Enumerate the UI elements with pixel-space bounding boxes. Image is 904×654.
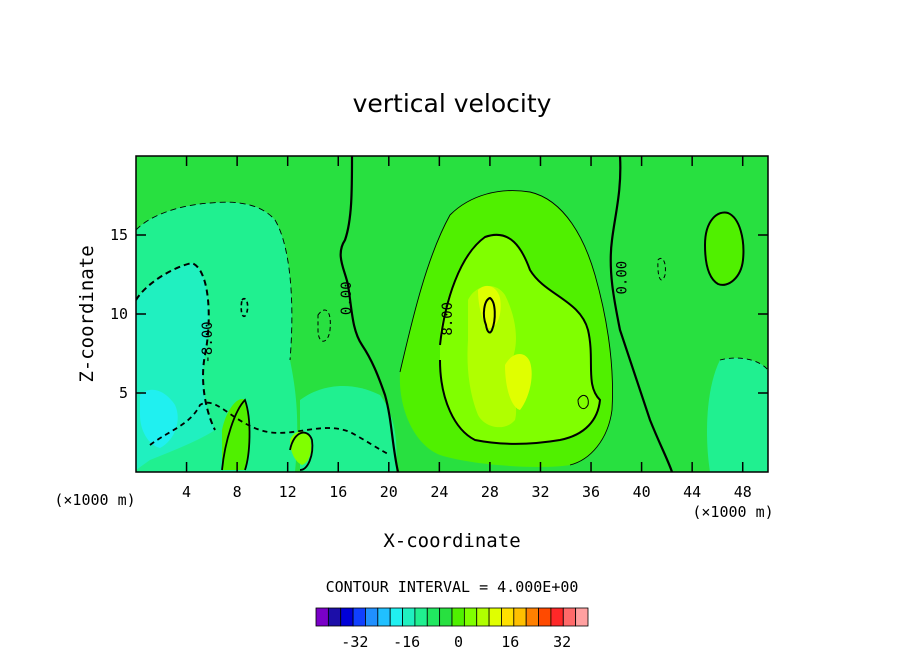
contour-region-pos4-right <box>705 212 744 285</box>
contour-labels: -8.00 0.00 8.00 0.00 <box>200 261 631 364</box>
x-tick-label: 36 <box>582 483 600 501</box>
x-tick-label: 40 <box>633 483 651 501</box>
colorbar-swatch <box>389 607 403 627</box>
x-tick-label: 44 <box>683 483 701 501</box>
colorbar-tick-label: 16 <box>501 633 519 651</box>
y-tick-label: 10 <box>110 305 128 323</box>
x-tick-label: 48 <box>734 483 752 501</box>
contour-line-pos16-a <box>482 296 496 334</box>
contour-line-zero-right <box>609 156 674 472</box>
colorbar-swatch <box>426 607 441 627</box>
colorbar-swatch <box>327 607 342 627</box>
colorbar-swatch <box>513 607 527 627</box>
contour-line-small-neg3 <box>657 257 666 281</box>
x-tick-label: 8 <box>233 483 242 501</box>
y-tick-label: 15 <box>110 226 128 244</box>
colorbar-swatch <box>439 607 453 627</box>
contour-line-small-neg2 <box>317 309 331 342</box>
y-axis-unit: (×1000 m) <box>54 491 135 509</box>
contour-line-pos-small3 <box>577 394 589 410</box>
colorbar-swatch <box>562 607 577 627</box>
contour-region-pos12 <box>467 285 517 428</box>
colorbar-swatch <box>340 607 354 627</box>
contour-label: -8.00 <box>200 321 216 363</box>
contour-line-neg4 <box>136 201 293 361</box>
colorbar-tick-labels: -32 -16 0 16 32 <box>341 633 571 651</box>
colorbar-swatch <box>451 607 465 627</box>
x-tick-label: 20 <box>380 483 398 501</box>
colorbar-swatch <box>352 607 366 627</box>
y-tick-label: 5 <box>119 384 128 402</box>
contour-region-pos-bottom1 <box>222 399 250 470</box>
contour-line-neg-right <box>719 357 768 371</box>
colorbar-tick-label: -16 <box>393 633 420 651</box>
contour-region-neg-bottom <box>300 385 397 472</box>
contour-label: 8.00 <box>440 302 456 336</box>
contour-line-pos-bottom1 <box>221 398 251 471</box>
chart-title: vertical velocity <box>353 89 552 118</box>
contour-line-right-blob <box>703 211 745 286</box>
colorbar-swatch <box>501 607 515 627</box>
colorbar-swatch <box>476 607 490 627</box>
x-axis-unit: (×1000 m) <box>692 503 773 521</box>
colorbar-tick-label: 0 <box>454 633 463 651</box>
x-tick-label: 24 <box>430 483 448 501</box>
colorbar-swatch <box>525 607 539 627</box>
contour-line-pos4 <box>399 190 613 466</box>
colorbar-swatch <box>377 607 391 627</box>
x-tick-label: 32 <box>531 483 549 501</box>
colorbar-tick-label: 32 <box>553 633 571 651</box>
colorbar-swatch <box>538 607 552 627</box>
x-tick-label: 28 <box>481 483 499 501</box>
contour-region-neg-right <box>707 358 768 472</box>
contour-region-pos16b <box>505 354 532 410</box>
x-tick-label: 16 <box>329 483 347 501</box>
contour-line-pos-bottom2 <box>289 431 314 471</box>
y-axis-label: Z-coordinate <box>76 245 98 382</box>
contour-line-zero-left <box>339 156 400 472</box>
x-tick-label: 4 <box>182 483 191 501</box>
contour-interval-text: CONTOUR INTERVAL = 4.000E+00 <box>326 578 579 596</box>
contour-label: 0.00 <box>614 261 630 295</box>
contour-line-neg8 <box>136 261 216 431</box>
colorbar <box>315 607 589 627</box>
colorbar-swatch <box>402 607 416 627</box>
x-axis-ticks: 4 8 12 16 20 24 28 32 36 40 44 48 <box>182 156 752 501</box>
y-axis-ticks: 5 10 15 <box>110 226 768 402</box>
colorbar-swatch <box>550 607 564 627</box>
colorbar-swatch <box>315 607 329 627</box>
colorbar-swatch <box>488 607 502 627</box>
colorbar-tick-label: -32 <box>341 633 368 651</box>
contour-line-small-neg1 <box>240 297 249 318</box>
contour-region-pos-bottom2 <box>290 431 312 465</box>
colorbar-swatch <box>463 607 478 627</box>
contour-label: 0.00 <box>339 281 355 315</box>
contour-line-pos8 <box>439 234 602 445</box>
colorbar-swatch <box>575 607 589 627</box>
colorbar-swatch <box>414 607 428 627</box>
colorbar-swatch <box>365 607 379 627</box>
contour-line-neg-bottom <box>149 401 391 456</box>
x-axis-label: X-coordinate <box>383 530 520 552</box>
plot-area <box>136 156 768 472</box>
x-tick-label: 12 <box>279 483 297 501</box>
